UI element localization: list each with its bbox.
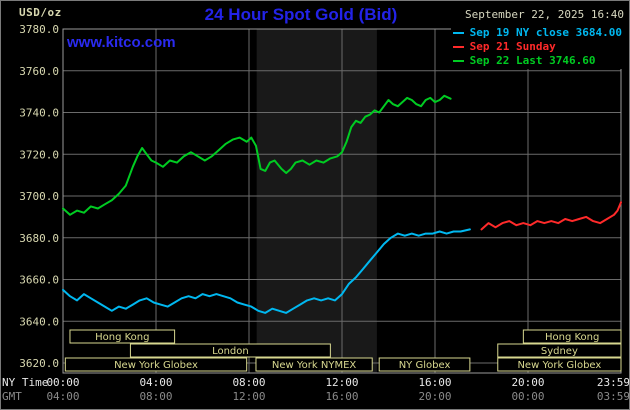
svg-text:3740.0: 3740.0: [19, 107, 59, 120]
legend-item-label: Sep 22 Last 3746.60: [469, 54, 596, 67]
svg-text:00:00: 00:00: [511, 390, 544, 403]
chart-datetime: September 22, 2025 16:40: [465, 8, 624, 21]
svg-text:3780.0: 3780.0: [19, 23, 59, 36]
svg-text:Hong Kong: Hong Kong: [545, 332, 599, 343]
chart-title: 24 Hour Spot Gold (Bid): [204, 5, 398, 24]
svg-text:00:00: 00:00: [46, 376, 79, 389]
legend-item-label: Sep 21 Sunday: [469, 40, 556, 53]
svg-text:20:00: 20:00: [418, 390, 451, 403]
svg-text:3640.0: 3640.0: [19, 315, 59, 328]
legend-dash-icon: [452, 46, 464, 48]
svg-text:04:00: 04:00: [139, 376, 172, 389]
legend-item-sep21: Sep 21 Sunday: [452, 40, 622, 54]
svg-text:Hong Kong: Hong Kong: [95, 332, 149, 343]
svg-text:Sydney: Sydney: [541, 346, 578, 357]
svg-text:3620.0: 3620.0: [19, 357, 59, 370]
svg-text:New York Globex: New York Globex: [517, 360, 601, 371]
svg-text:3660.0: 3660.0: [19, 274, 59, 287]
svg-text:12:00: 12:00: [232, 390, 265, 403]
svg-text:NY Globex: NY Globex: [399, 360, 451, 371]
svg-text:GMT: GMT: [2, 390, 22, 403]
svg-text:16:00: 16:00: [418, 376, 451, 389]
kitco-link[interactable]: www.kitco.com: [67, 34, 176, 51]
svg-text:3760.0: 3760.0: [19, 65, 59, 78]
svg-text:08:00: 08:00: [232, 376, 265, 389]
legend-dash-icon: [452, 60, 464, 62]
svg-text:04:00: 04:00: [46, 390, 79, 403]
svg-text:3720.0: 3720.0: [19, 148, 59, 161]
svg-text:16:00: 16:00: [325, 390, 358, 403]
legend-item-sep19: Sep 19 NY close 3684.00: [452, 26, 622, 40]
legend-item-sep22: Sep 22 Last 3746.60: [452, 54, 622, 68]
legend-item-label: Sep 19 NY close 3684.00: [469, 26, 622, 39]
legend-dash-icon: [452, 32, 464, 34]
svg-text:12:00: 12:00: [325, 376, 358, 389]
svg-text:08:00: 08:00: [139, 390, 172, 403]
svg-text:20:00: 20:00: [511, 376, 544, 389]
svg-text:3700.0: 3700.0: [19, 190, 59, 203]
svg-text:NY Time: NY Time: [2, 376, 48, 389]
legend: Sep 19 NY close 3684.00 Sep 21 Sunday Se…: [450, 25, 624, 69]
y-axis-units-label: USD/oz: [19, 6, 62, 19]
svg-text:New York Globex: New York Globex: [114, 360, 198, 371]
svg-text:03:59: 03:59: [597, 390, 630, 403]
svg-text:23:59: 23:59: [597, 376, 630, 389]
svg-text:3680.0: 3680.0: [19, 232, 59, 245]
svg-text:London: London: [212, 346, 249, 357]
svg-text:New York NYMEX: New York NYMEX: [272, 360, 357, 371]
